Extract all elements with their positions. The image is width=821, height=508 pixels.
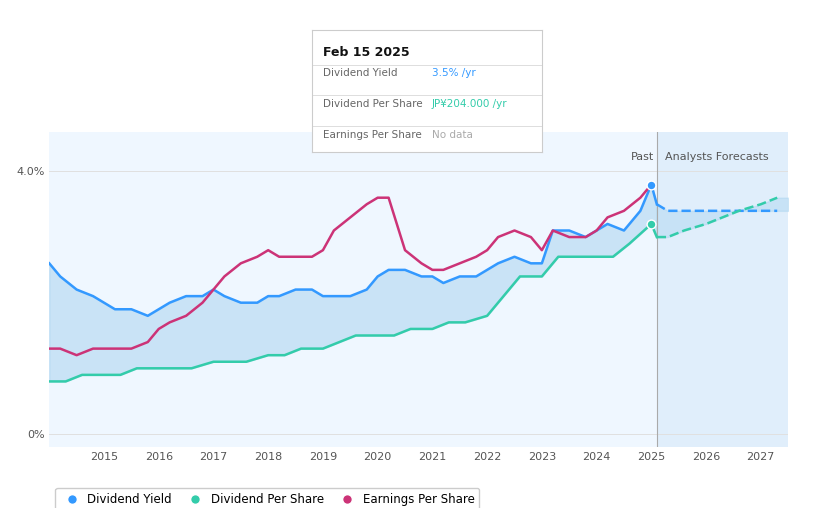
Legend: Dividend Yield, Dividend Per Share, Earnings Per Share: Dividend Yield, Dividend Per Share, Earn…	[55, 488, 479, 508]
Text: Analysts Forecasts: Analysts Forecasts	[665, 152, 768, 162]
Text: Dividend Yield: Dividend Yield	[323, 68, 398, 78]
Text: Feb 15 2025: Feb 15 2025	[323, 46, 410, 59]
Bar	[657, 132, 788, 447]
Bar	[49, 132, 657, 447]
Text: 3.5% /yr: 3.5% /yr	[432, 68, 475, 78]
Text: Past: Past	[631, 152, 654, 162]
Point	[644, 180, 658, 188]
Text: No data: No data	[432, 131, 472, 140]
Text: JP¥204.000 /yr: JP¥204.000 /yr	[432, 99, 507, 109]
Text: Earnings Per Share: Earnings Per Share	[323, 131, 422, 140]
Text: Dividend Per Share: Dividend Per Share	[323, 99, 423, 109]
Point	[644, 220, 658, 228]
